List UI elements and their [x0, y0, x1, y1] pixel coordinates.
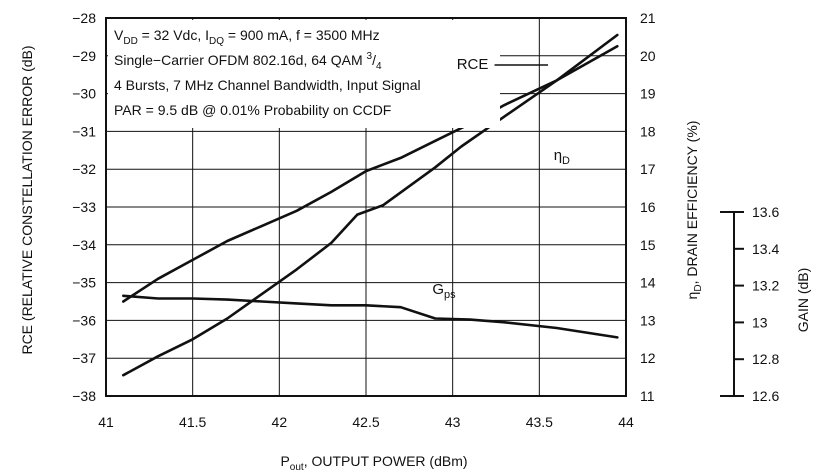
x-tick-label: 41.5	[179, 414, 206, 430]
y-right-tick-label: 16	[640, 199, 656, 215]
rce-label: RCE	[457, 56, 489, 73]
series-labels: RCE ηD Gps	[432, 54, 570, 301]
annotation-text: 3	[367, 51, 373, 62]
y-right-tick-label: 19	[640, 86, 656, 102]
annotation-line: Single−Carrier OFDM 802.16d, 64 QAM 3/4	[114, 51, 382, 72]
y-right-tick-label: 18	[640, 123, 656, 139]
annotation-text: = 900 mA, f = 3500 MHz	[224, 27, 380, 43]
gain-axis-title: GAIN (dB)	[795, 268, 811, 333]
gain-tick-label: 13.2	[752, 278, 779, 294]
label-main: η	[554, 147, 562, 164]
annotation-text: /	[372, 52, 376, 68]
gain-tick-label: 12.6	[752, 388, 779, 404]
annotation-text: DQ	[209, 36, 224, 47]
y-right-tick-label: 17	[640, 161, 656, 177]
gain-axis: 13.6 13.4 13.2 13 12.8 12.6	[720, 204, 779, 404]
x-tick-label: 43	[445, 414, 461, 430]
x-axis-ticks: 41 41.5 42 42.5 43 43.5 44	[98, 414, 634, 430]
x-axis-title: Pout, OUTPUT POWER (dBm)	[280, 453, 467, 473]
label-sub: ps	[444, 289, 456, 301]
y-left-tick-label: −37	[72, 350, 96, 366]
y-left-tick-label: −36	[72, 312, 96, 328]
y-left-tick-label: −30	[72, 86, 96, 102]
y-right-tick-label: 11	[640, 388, 655, 404]
annotation-line: PAR = 9.5 dB @ 0.01% Probability on CCDF	[114, 102, 391, 118]
annotation-text: DD	[123, 36, 137, 47]
x-tick-label: 43.5	[526, 414, 553, 430]
annotation-line: 4 Bursts, 7 MHz Channel Bandwidth, Input…	[114, 77, 421, 93]
label-sub: D	[562, 155, 570, 167]
y-left-tick-label: −28	[72, 10, 96, 26]
label-main: G	[432, 281, 444, 298]
y-left-axis-title: RCE (RELATIVE CONSTELLATION ERROR (dB)	[19, 45, 35, 354]
right-axis-ticks: 21 20 19 18 17 16 15 14 13 12 11	[640, 10, 656, 404]
y-left-tick-label: −32	[72, 161, 96, 177]
y-left-tick-label: −33	[72, 199, 96, 215]
annotation-line: VDD = 32 Vdc, IDQ = 900 mA, f = 3500 MHz	[114, 27, 380, 47]
annotation-text: = 32 Vdc, I	[138, 27, 209, 43]
y-right-tick-label: 21	[640, 10, 656, 26]
gain-tick-label: 13	[752, 314, 768, 330]
gps-line	[122, 294, 619, 339]
y-left-tick-label: −34	[72, 237, 96, 253]
rce-label-bg	[448, 54, 497, 75]
gain-tick-label: 13.4	[752, 241, 779, 257]
y-left-tick-label: −38	[72, 388, 96, 404]
plot-frame	[105, 17, 627, 397]
annotation-text: 4 Bursts, 7 MHz Channel Bandwidth, Input…	[114, 77, 421, 93]
y-right-tick-label: 12	[640, 350, 656, 366]
x-tick-label: 42	[272, 414, 288, 430]
y-right-tick-label: 15	[640, 237, 656, 253]
x-tick-label: 44	[618, 414, 634, 430]
y-left-tick-label: −31	[72, 123, 96, 139]
annotation-text: 4	[376, 61, 382, 72]
y-right-tick-label: 20	[640, 48, 656, 64]
annotation-text: V	[114, 27, 124, 43]
y-right-axis-title: ηD, DRAIN EFFICIENCY (%)	[684, 121, 704, 300]
annotation-text: Single−Carrier OFDM 802.16d, 64 QAM	[114, 52, 367, 68]
y-right-tick-label: 13	[640, 312, 656, 328]
annotation-box: VDD = 32 Vdc, IDQ = 900 mA, f = 3500 MHz…	[108, 20, 500, 128]
y-left-tick-label: −35	[72, 275, 96, 291]
annotation-text: PAR = 9.5 dB @ 0.01% Probability on CCDF	[114, 102, 391, 118]
y-left-tick-label: −29	[72, 48, 96, 64]
x-tick-label: 42.5	[352, 414, 379, 430]
annotation-background	[108, 20, 500, 128]
drain-efficiency-label: ηD	[554, 147, 570, 167]
gain-tick-label: 13.6	[752, 204, 779, 220]
gps-label: Gps	[432, 281, 456, 301]
x-tick-label: 41	[98, 414, 114, 430]
left-axis-ticks: −28 −29 −30 −31 −32 −33 −34 −35 −36 −37 −38	[72, 10, 96, 404]
gain-tick-label: 12.8	[752, 351, 779, 367]
y-right-tick-label: 14	[640, 275, 656, 291]
